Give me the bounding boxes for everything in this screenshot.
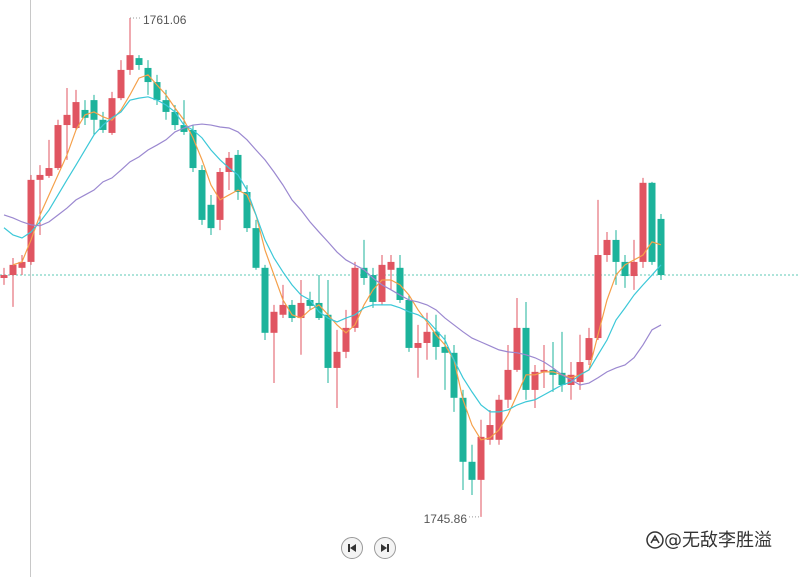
candle-body — [288, 304, 296, 319]
next-icon — [381, 544, 389, 552]
moving-average-line — [3, 123, 662, 386]
candle-body — [585, 338, 593, 361]
candle-body — [504, 369, 512, 400]
watermark-icon — [646, 531, 664, 549]
candle-body — [495, 399, 503, 440]
candle-body — [27, 179, 35, 262]
candle-body — [9, 264, 17, 276]
candle-body — [18, 261, 26, 268]
candle-body — [126, 55, 134, 70]
candle-body — [576, 362, 584, 383]
candle-body — [450, 352, 458, 398]
candle-body — [108, 98, 116, 133]
candle-body — [54, 125, 62, 169]
candle-body — [117, 69, 125, 99]
candle-body — [171, 111, 179, 126]
candle-body — [189, 129, 197, 169]
candle-body — [621, 261, 629, 277]
candle-body — [459, 397, 467, 462]
candle-body — [324, 314, 332, 368]
candle-body — [216, 171, 224, 220]
candle-body — [306, 299, 314, 306]
moving-average-line — [3, 96, 662, 413]
candle-body — [252, 228, 260, 268]
prev-button[interactable] — [341, 537, 363, 559]
candle-body — [603, 239, 611, 256]
candle-body — [45, 168, 53, 176]
candle-body — [0, 275, 8, 278]
candle-body — [297, 302, 305, 319]
candle-body — [36, 174, 44, 180]
candle-body — [234, 154, 242, 193]
candle-body — [279, 304, 287, 315]
candle-body — [270, 311, 278, 333]
candle-body — [405, 299, 413, 348]
watermark-text: @无敌李胜溢 — [664, 530, 772, 551]
low-label: 1745.86 — [424, 512, 468, 526]
high-label: 1761.06 — [143, 13, 187, 27]
candle-body — [513, 327, 521, 370]
candle-body — [441, 346, 449, 353]
candle-body — [468, 461, 476, 480]
candle-body — [315, 302, 323, 319]
candle-body — [639, 182, 647, 262]
next-button[interactable] — [374, 537, 396, 559]
candle-body — [369, 275, 377, 302]
candle-body — [657, 218, 665, 276]
prev-icon — [348, 544, 356, 552]
candle-body — [594, 255, 602, 339]
candle-body — [135, 58, 143, 65]
candle-body — [558, 372, 566, 385]
candle-body — [432, 331, 440, 347]
candle-body — [81, 109, 89, 118]
candle-body — [243, 192, 251, 229]
candle-body — [540, 369, 548, 372]
candle-body — [387, 261, 395, 270]
candle-body — [162, 100, 170, 112]
candle-body — [90, 100, 98, 120]
candle-body — [360, 267, 368, 278]
candle-body — [648, 182, 656, 262]
candle-body — [630, 261, 638, 277]
watermark: @无敌李胜溢 — [646, 526, 772, 552]
moving-average-line — [12, 74, 662, 441]
candle-body — [333, 351, 341, 368]
candle-body — [342, 327, 350, 352]
candle-body — [207, 204, 215, 229]
candle-body — [612, 239, 620, 262]
candle-body — [396, 267, 404, 300]
candle-body — [261, 267, 269, 333]
candle-body — [378, 264, 386, 302]
candle-body — [153, 82, 161, 101]
candle-body — [477, 436, 485, 480]
candle-body — [225, 157, 233, 172]
candle-body — [423, 331, 431, 343]
candle-body — [63, 114, 71, 126]
candle-body — [72, 102, 80, 129]
candle-body — [351, 267, 359, 328]
candle-body — [531, 371, 539, 390]
candle-body — [198, 170, 206, 220]
candle-body — [522, 327, 530, 390]
candle-body — [486, 425, 494, 440]
candle-body — [414, 342, 422, 348]
